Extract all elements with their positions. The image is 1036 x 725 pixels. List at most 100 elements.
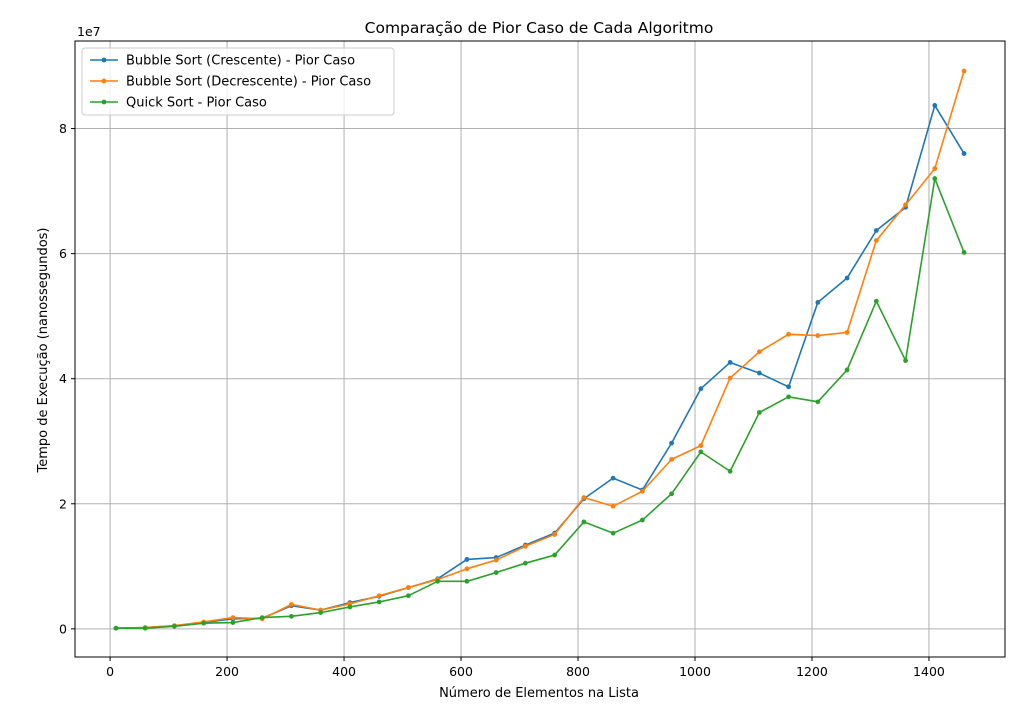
- data-point: [698, 449, 704, 455]
- y-tick-label: 6: [59, 246, 67, 261]
- x-tick-label: 0: [106, 664, 114, 679]
- data-point: [522, 560, 528, 566]
- y-tick-label: 4: [59, 371, 67, 386]
- chart-title: Comparação de Pior Caso de Cada Algoritm…: [365, 19, 714, 37]
- data-point: [552, 552, 558, 558]
- series-3: [113, 176, 967, 631]
- x-tick-label: 600: [449, 664, 473, 679]
- data-point: [932, 166, 938, 171]
- data-point: [669, 456, 675, 462]
- data-point: [932, 103, 938, 108]
- x-tick-label: 1400: [913, 664, 945, 679]
- data-point: [756, 349, 762, 355]
- x-tick-label: 800: [566, 664, 590, 679]
- data-point: [844, 367, 850, 373]
- data-point: [727, 468, 733, 474]
- data-point: [552, 532, 558, 537]
- legend-label: Bubble Sort (Decrescente) - Pior Caso: [126, 75, 371, 90]
- legend-marker: [101, 57, 107, 63]
- data-point: [815, 333, 821, 338]
- data-point: [405, 585, 411, 590]
- y-tick-label: 2: [59, 496, 67, 511]
- data-point: [786, 331, 791, 337]
- legend: Bubble Sort (Crescente) - Pior Caso Bubbl…: [81, 47, 395, 116]
- data-point: [464, 557, 470, 562]
- data-point: [961, 151, 967, 156]
- x-axis-ticks: 0 200 400 600 800 1000 1200 1400: [106, 657, 945, 679]
- legend-label: Bubble Sort (Crescente) - Pior Caso: [126, 54, 355, 69]
- data-point: [932, 176, 938, 181]
- legend-label: Quick Sort - Pior Caso: [126, 96, 267, 111]
- legend-box: [81, 47, 395, 116]
- data-point: [844, 330, 850, 335]
- data-point: [318, 610, 324, 615]
- data-point: [727, 375, 733, 381]
- x-tick-label: 1200: [796, 664, 828, 679]
- legend-item: Bubble Sort (Decrescente) - Pior Caso: [90, 75, 371, 90]
- data-point: [786, 384, 791, 390]
- data-point: [376, 599, 382, 605]
- data-point: [698, 386, 704, 392]
- y-tick-label: 8: [59, 121, 67, 136]
- data-point: [405, 593, 411, 599]
- x-tick-label: 400: [332, 664, 356, 679]
- legend-item: Bubble Sort (Crescente) - Pior Caso: [90, 54, 355, 69]
- data-point: [669, 491, 675, 497]
- data-point: [435, 578, 441, 584]
- data-point: [610, 503, 616, 509]
- data-point: [903, 202, 908, 208]
- data-point: [756, 370, 762, 376]
- data-point: [844, 275, 850, 281]
- data-point: [581, 495, 587, 500]
- data-point: [961, 249, 967, 255]
- legend-marker: [101, 99, 107, 105]
- data-point: [493, 557, 499, 563]
- x-tick-label: 200: [215, 664, 239, 679]
- data-point: [172, 623, 177, 629]
- grid-lines: [75, 41, 1005, 657]
- data-point: [142, 625, 148, 631]
- data-point: [230, 620, 236, 626]
- data-point: [493, 570, 499, 575]
- data-point: [113, 625, 119, 631]
- data-point: [610, 530, 616, 536]
- data-point: [376, 593, 382, 599]
- data-point: [289, 613, 294, 619]
- data-point: [873, 228, 879, 233]
- series-line: [115, 177, 965, 630]
- data-point: [698, 443, 704, 449]
- y-axis-ticks: 0 2 4 6 8: [59, 121, 75, 636]
- y-tick-label: 0: [59, 621, 67, 636]
- data-point: [873, 298, 879, 304]
- data-point: [230, 615, 236, 621]
- data-point: [464, 578, 470, 584]
- legend-item: Quick Sort - Pior Caso: [90, 96, 267, 111]
- data-point: [961, 68, 967, 74]
- data-point: [259, 615, 265, 621]
- data-point: [815, 399, 821, 405]
- plot-series: [113, 68, 967, 631]
- data-point: [522, 543, 528, 549]
- data-point: [201, 620, 207, 626]
- data-point: [756, 410, 762, 415]
- plot-frame: [74, 40, 1006, 658]
- data-point: [639, 517, 645, 523]
- data-point: [903, 358, 908, 363]
- x-tick-label: 1000: [679, 664, 711, 679]
- data-point: [639, 488, 645, 494]
- data-point: [464, 566, 470, 572]
- legend-marker: [101, 78, 107, 84]
- y-axis-label: Tempo de Execução (nanossegundos): [36, 227, 51, 473]
- data-point: [289, 602, 294, 607]
- y-axis-offset-label: 1e7: [77, 24, 101, 39]
- data-point: [873, 238, 879, 243]
- data-point: [581, 519, 587, 525]
- x-axis-label: Número de Elementos na Lista: [439, 686, 639, 701]
- data-point: [669, 440, 675, 446]
- data-point: [786, 394, 791, 400]
- data-point: [815, 300, 821, 305]
- data-point: [347, 604, 353, 610]
